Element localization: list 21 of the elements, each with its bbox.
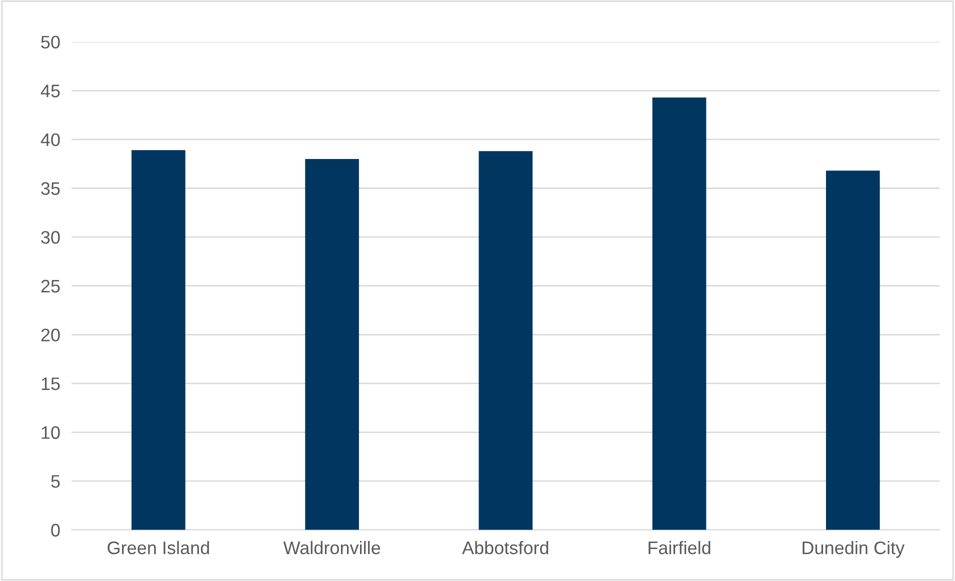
x-tick-label: Fairfield bbox=[648, 540, 710, 554]
y-tick-label: 50 bbox=[41, 36, 60, 49]
bar bbox=[652, 97, 706, 530]
y-tick-label: 30 bbox=[41, 230, 60, 244]
y-tick-label: 35 bbox=[41, 182, 60, 195]
x-tick-label: Dunedin City bbox=[802, 540, 905, 558]
x-tick-label: Green Island bbox=[108, 540, 209, 554]
y-tick-label: 10 bbox=[42, 426, 60, 439]
bar bbox=[132, 150, 186, 530]
y-tick-label: 15 bbox=[42, 378, 60, 390]
y-tick-label: 45 bbox=[40, 84, 60, 98]
bar bbox=[478, 151, 533, 530]
bar bbox=[826, 170, 880, 530]
y-tick-label: 20 bbox=[41, 328, 60, 342]
y-tick-label: 0 bbox=[51, 524, 60, 537]
y-tick-label: 5 bbox=[51, 475, 60, 488]
x-tick-label: Waldronville bbox=[283, 540, 380, 554]
x-tick-label: Abbotsford bbox=[462, 540, 548, 554]
bar bbox=[305, 158, 359, 530]
y-tick-label: 25 bbox=[41, 280, 60, 293]
y-tick-label: 40 bbox=[40, 133, 60, 146]
